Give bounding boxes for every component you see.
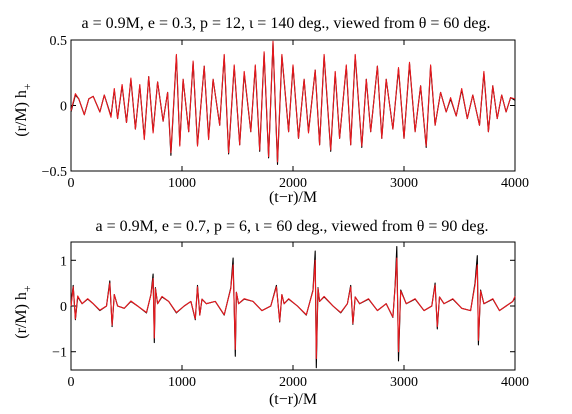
chart-top-xlabel: (t−r)/M bbox=[269, 189, 317, 206]
chart-bottom-xtick-label: 4000 bbox=[501, 375, 529, 390]
svg-text:(r/M) h+: (r/M) h+ bbox=[13, 285, 34, 339]
chart-top-ylabel-main: (r/M) h bbox=[13, 90, 30, 137]
chart-bottom-ytick-label: 0 bbox=[60, 300, 67, 315]
chart-bottom-xtick-label: 0 bbox=[68, 375, 75, 390]
chart-top-title: a = 0.9M, e = 0.3, p = 12, ι = 140 deg.,… bbox=[81, 15, 490, 32]
chart-bottom-series-red-line bbox=[70, 257, 516, 360]
chart-top-xtick-label: 1000 bbox=[168, 176, 196, 191]
chart-top-series bbox=[70, 40, 516, 165]
chart-top: a = 0.9M, e = 0.3, p = 12, ι = 140 deg.,… bbox=[13, 15, 529, 206]
chart-top-xtick-label: 0 bbox=[68, 176, 75, 191]
chart-top-ticks: 0 1000 2000 3000 4000−0.500.5 bbox=[42, 34, 529, 191]
chart-top-series-red-line bbox=[70, 40, 516, 163]
chart-bottom-xlabel: (t−r)/M bbox=[269, 391, 317, 408]
chart-bottom-ylabel: (r/M) h+ bbox=[13, 285, 34, 339]
chart-top-ylabel-sub: + bbox=[20, 83, 34, 90]
chart-top-ytick-label: −0.5 bbox=[42, 165, 67, 180]
chart-bottom-ticks: 0 1000 2000 3000 4000−101 bbox=[52, 242, 529, 390]
chart-top-ytick-label: 0.5 bbox=[50, 34, 68, 49]
chart-top-ytick-label: 0 bbox=[60, 100, 67, 115]
chart-bottom-series bbox=[70, 246, 516, 369]
chart-top-xtick-label: 4000 bbox=[501, 176, 529, 191]
chart-top-ylabel: (r/M) h+ bbox=[13, 83, 34, 137]
chart-bottom-ylabel-sub: + bbox=[20, 285, 34, 292]
chart-bottom: a = 0.9M, e = 0.7, p = 6, ι = 60 deg., v… bbox=[13, 218, 529, 408]
chart-bottom-series-black-line bbox=[70, 246, 516, 369]
chart-bottom-ylabel-main: (r/M) h bbox=[13, 292, 30, 339]
chart-top-xtick-label: 3000 bbox=[390, 176, 418, 191]
chart-top-xtick-label: 2000 bbox=[279, 176, 307, 191]
svg-text:(r/M) h+: (r/M) h+ bbox=[13, 83, 34, 137]
chart-bottom-xtick-label: 1000 bbox=[168, 375, 196, 390]
chart-bottom-xtick-label: 2000 bbox=[279, 375, 307, 390]
chart-bottom-ytick-label: 1 bbox=[60, 254, 67, 269]
chart-bottom-xtick-label: 3000 bbox=[390, 375, 418, 390]
chart-bottom-ytick-label: −1 bbox=[52, 346, 67, 361]
chart-bottom-title: a = 0.9M, e = 0.7, p = 6, ι = 60 deg., v… bbox=[95, 218, 488, 235]
